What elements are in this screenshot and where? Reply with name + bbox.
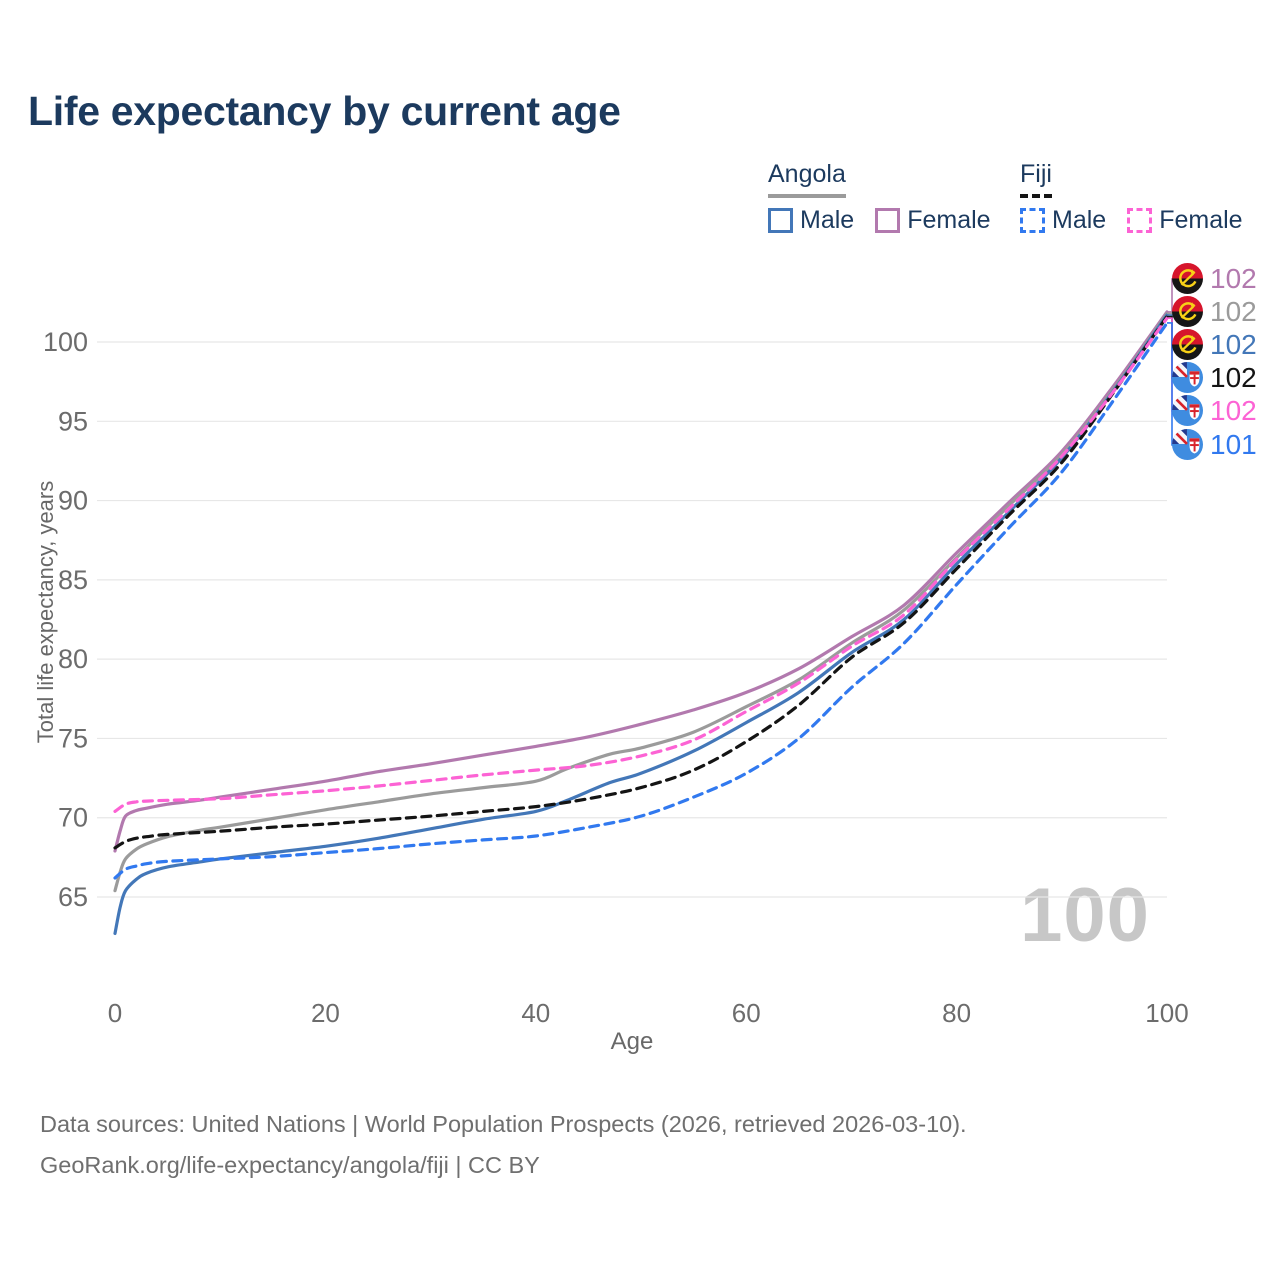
y-axis-title: Total life expectancy, years [33, 480, 58, 744]
footer-attribution-link: GeoRank.org/life-expectancy/angola/fiji … [40, 1152, 540, 1178]
footer-data-sources: Data sources: United Nations | World Pop… [40, 1111, 967, 1137]
series-line-fiji-male[interactable] [113, 321, 1169, 880]
x-tick-label: 0 [108, 998, 122, 1028]
legend-item-label: Female [1159, 206, 1243, 234]
y-tick-label: 70 [58, 803, 88, 833]
end-label-angola-male: 102 [1172, 329, 1257, 360]
legend-items: Male Female [768, 206, 991, 235]
legend-item-label: Female [907, 206, 991, 234]
end-value-angola-male: 102 [1210, 329, 1257, 360]
x-axis-title: Age [610, 1028, 654, 1055]
series-line-fiji-female[interactable] [113, 316, 1169, 813]
fiji-flag-icon [1172, 395, 1203, 426]
age-counter-watermark: 100 [1020, 873, 1150, 958]
y-tick-label: 75 [58, 723, 88, 753]
fiji-flag-icon [1172, 429, 1203, 460]
y-tick-label: 100 [43, 327, 88, 357]
legend-item-label: Male [1052, 206, 1107, 234]
legend-country-label: Fiji [1020, 160, 1052, 198]
legend-swatch-icon [875, 208, 901, 233]
legend-swatch-icon [768, 208, 793, 233]
angola-flag-icon [1172, 263, 1203, 294]
series-line-fiji-both[interactable] [113, 315, 1169, 850]
end-label-angola-female: 102 [1172, 263, 1257, 294]
end-label-fiji-male: 101 [1172, 429, 1257, 460]
series-line-angola-male[interactable] [113, 313, 1169, 936]
legend-swatch-icon [1127, 208, 1153, 233]
legend-item-angola-male: Male [768, 206, 854, 235]
x-tick-label: 60 [732, 998, 761, 1028]
page-title: Life expectancy by current age [28, 88, 621, 134]
legend-country-label: Angola [768, 160, 846, 198]
end-label-fiji-female: 102 [1172, 395, 1257, 426]
end-value-angola-both: 102 [1210, 296, 1257, 327]
end-label-angola-both: 102 [1172, 296, 1257, 327]
angola-flag-icon [1172, 329, 1203, 360]
legend-items: Male Female [1020, 206, 1243, 235]
y-tick-label: 85 [58, 565, 88, 595]
end-label-fiji-both: 102 [1172, 362, 1257, 393]
y-tick-label: 90 [58, 486, 88, 516]
legend-group-fiji: Fiji Male Female [1020, 160, 1243, 235]
series-line-angola-female[interactable] [113, 310, 1169, 853]
x-tick-label: 100 [1145, 998, 1188, 1028]
angola-flag-icon [1172, 296, 1203, 327]
series-line-angola-both[interactable] [113, 311, 1169, 893]
fiji-flag-icon [1172, 362, 1203, 393]
footer: Data sources: United Nations | World Pop… [40, 1104, 967, 1186]
chart-legend: Angola Male Female Fiji Male Female [768, 160, 1268, 240]
end-value-fiji-both: 102 [1210, 362, 1257, 393]
y-tick-label: 80 [58, 644, 88, 674]
legend-group-angola: Angola Male Female [768, 160, 991, 235]
legend-item-label: Male [800, 206, 855, 234]
y-tick-label: 95 [58, 406, 88, 436]
x-tick-label: 80 [942, 998, 971, 1028]
legend-item-angola-female: Female [875, 206, 991, 235]
legend-item-fiji-male: Male [1020, 206, 1106, 235]
x-tick-label: 20 [311, 998, 340, 1028]
legend-swatch-icon [1020, 208, 1045, 233]
end-value-angola-female: 102 [1210, 263, 1257, 294]
end-value-fiji-female: 102 [1210, 395, 1257, 426]
x-tick-label: 40 [521, 998, 550, 1028]
end-value-fiji-male: 101 [1210, 429, 1257, 460]
y-tick-label: 65 [58, 882, 88, 912]
legend-item-fiji-female: Female [1127, 206, 1243, 235]
